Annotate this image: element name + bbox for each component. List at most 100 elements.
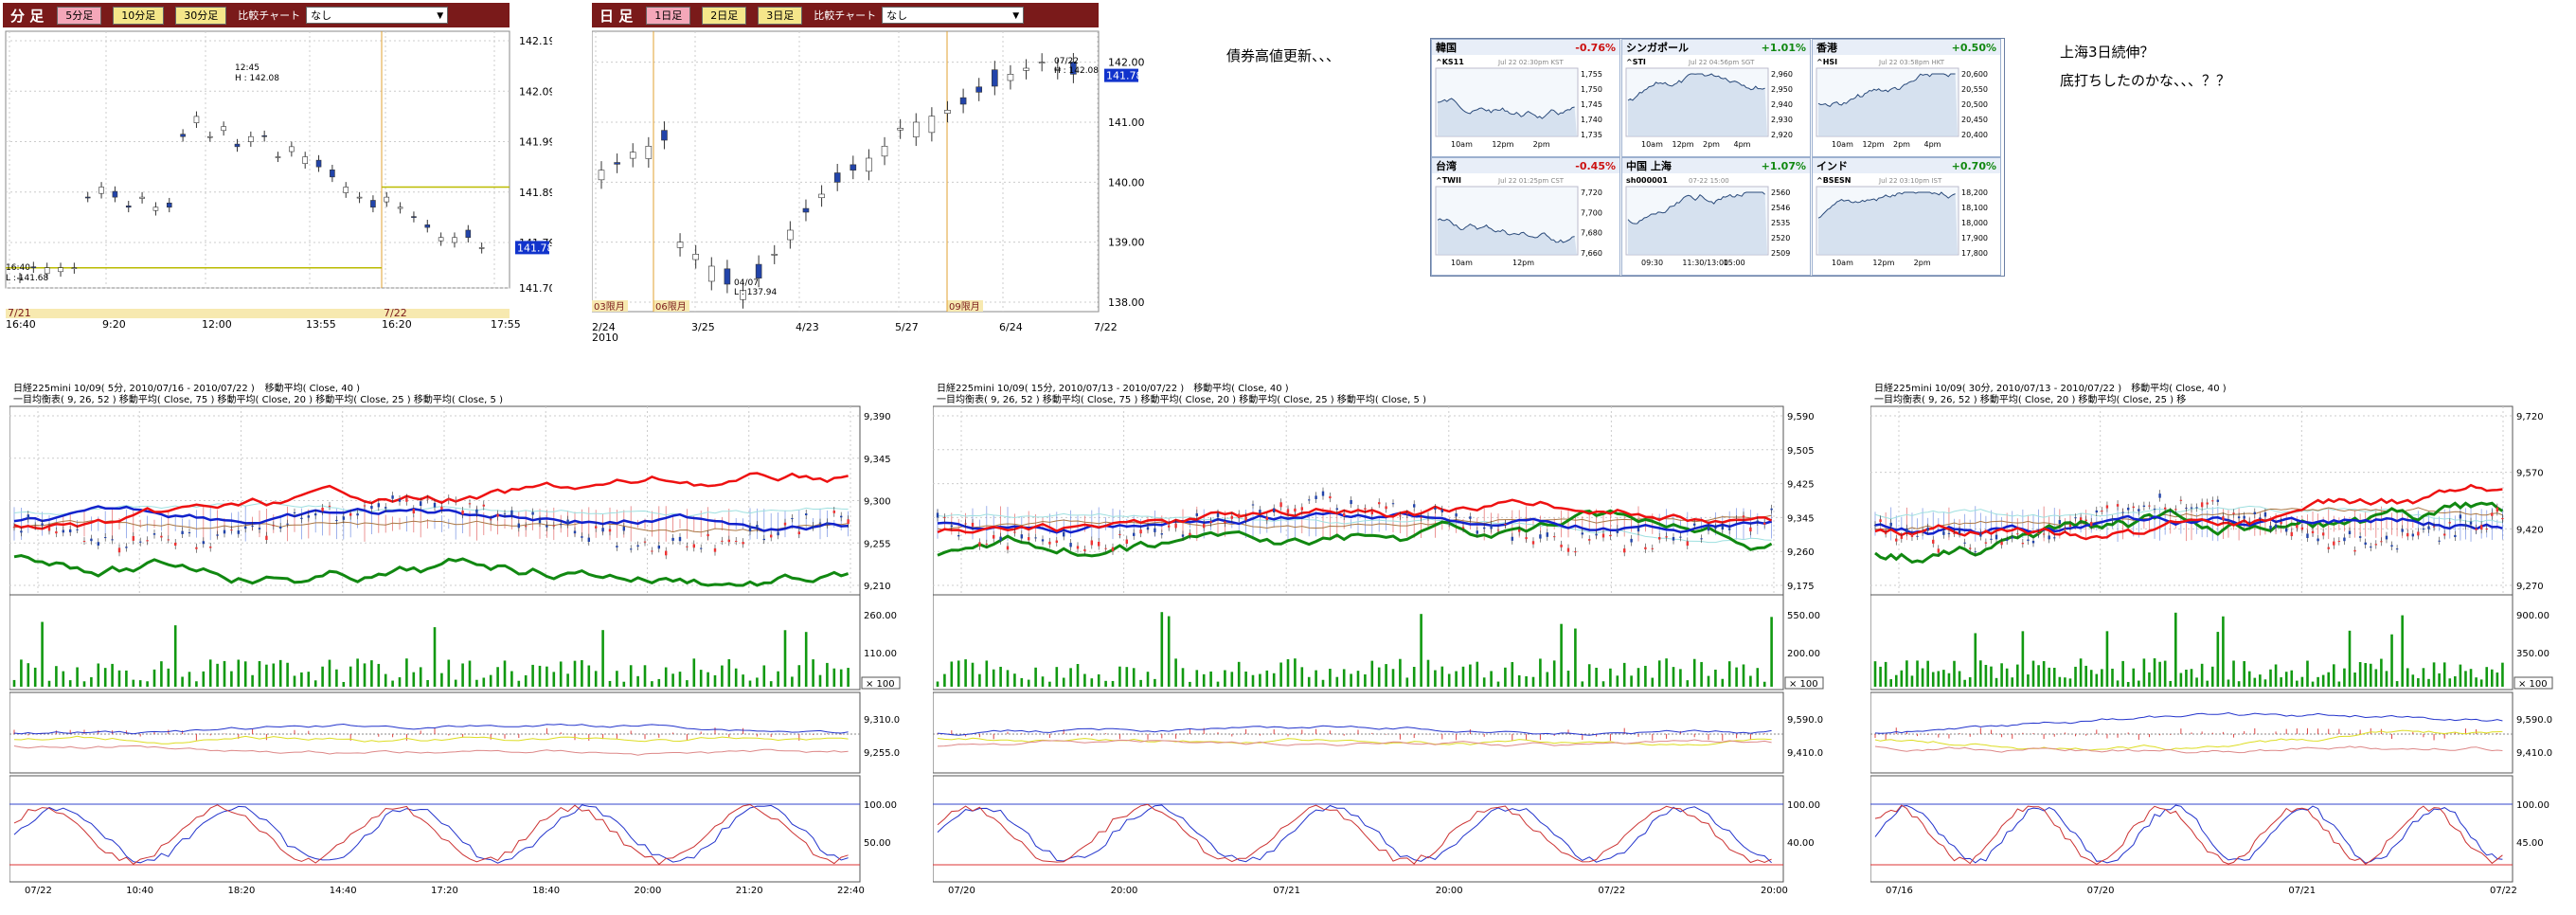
volume-bar [643,665,647,687]
volume-bar [1469,664,1472,687]
candle [1028,537,1030,541]
chart-title: 日経225mini 10/09( 15分, 2010/07/13 - 2010/… [937,382,1184,394]
stoch-line [937,803,1772,865]
candle [2222,516,2225,521]
candle [82,541,86,543]
volume-bar [1027,679,1030,687]
volume-bar [2105,631,2109,687]
candle [818,522,822,524]
candle [1195,512,1198,516]
x-tick: 18:40 [532,886,560,896]
candle [2496,507,2499,512]
volume-bar [1889,679,1892,687]
candle [1434,507,1437,511]
candle [1947,532,1951,534]
candle [265,535,268,541]
stoch-line [937,804,1772,864]
volume-bar [950,661,954,687]
y-tick-label: 141.70 [519,282,552,295]
volume-bar [517,680,521,687]
candle [2021,543,2025,545]
candle [1273,508,1276,513]
candle [2031,540,2035,544]
candle [1329,495,1332,499]
volume-bar [985,660,989,687]
contract-mark: 09限月 [949,301,980,313]
volume-bar [2232,660,2235,687]
market-time: 07-22 15:00 [1689,177,1729,185]
volume-bar [1139,679,1142,687]
candle [552,525,555,527]
daily-compare-select[interactable]: なし ▼ [882,7,1025,24]
market-x-tick: 12pm [1872,259,1894,267]
moving-average-line [937,512,1772,544]
candle [1174,523,1177,529]
market-cell[interactable]: 香港 +0.50% ^HSI Jul 22 03:58pm HKT 20,600 20,5… [1812,39,2001,157]
interval-1day-button[interactable]: 1日足 [646,6,691,25]
market-change: -0.76% [1575,41,1616,54]
market-change: +1.01% [1761,41,1806,54]
volume-bar [1727,661,1731,687]
market-cell[interactable]: 中国 上海 +1.07% sh000001 07-22 15:00 2560 2546 25… [1621,157,1811,276]
market-cell[interactable]: インド +0.70% ^BSESN Jul 22 03:10pm IST 18,200 1… [1812,157,2001,276]
interval-3day-button[interactable]: 3日足 [758,6,803,25]
volume-bar [721,665,724,687]
legend-label: 移動平均( Close, 40 ) [2131,382,2227,394]
volume-bar [2333,664,2335,687]
candle [978,542,981,547]
candle [286,523,289,525]
market-cell[interactable]: シンガポール +1.01% ^STI Jul 22 04:56pm SGT 2,960 2… [1621,39,1811,157]
volume-bar [328,659,331,687]
x-tick: 07/21 [2288,886,2316,896]
market-x-tick: 12pm [1863,140,1885,149]
volume-bar [1609,668,1612,687]
price-tick: 9,255 [864,539,891,549]
candle [1995,534,1998,540]
stoch-tick: 40.00 [1787,838,1815,849]
candle [2179,499,2183,501]
macd-line [1874,729,2503,751]
market-cell[interactable]: 韓国 -0.76% ^KS11 Jul 22 02:30pm KST 1,755 1,75… [1431,39,1620,157]
market-x-tick: 10am [1641,140,1663,149]
candle [1889,522,1892,527]
market-time: Jul 22 03:58pm HKT [1878,59,1945,66]
compare-chart-select[interactable]: なし ▼ [306,7,449,24]
candle [2037,532,2040,534]
candle [447,498,450,501]
volume-bar [1342,669,1346,687]
volume-bar [2269,669,2272,687]
candle [465,229,472,239]
candle [2253,511,2256,514]
candle [244,526,247,529]
interval-30min-button[interactable]: 30分足 [175,6,227,25]
candle [221,126,226,132]
candle [20,530,23,533]
last-price-value: 141.78 [517,242,552,254]
volume-bar [2327,672,2331,687]
market-y-tick: 7,700 [1581,208,1602,217]
candle [826,522,829,525]
candle [356,512,359,516]
volume-bar [1104,680,1107,687]
candle [2048,535,2050,540]
y-tick-label: 139.00 [1108,237,1145,249]
interval-2day-button[interactable]: 2日足 [702,6,747,25]
candle [2333,541,2335,546]
candle [1700,538,1703,540]
chevron-down-icon: ▼ [437,11,444,21]
market-cell[interactable]: 台湾 -0.45% ^TWII Jul 22 01:25pm CST 7,720 7,70… [1431,157,1620,276]
interval-10min-button[interactable]: 10分足 [113,6,165,25]
volume-bar [1714,669,1717,687]
high-note-value: H : 142.08 [1054,66,1099,76]
volume-bar [1069,668,1072,687]
volume-bar [1665,658,1668,687]
stoch-line [1874,804,2503,866]
volume-bar [2417,678,2420,687]
interval-5min-button[interactable]: 5分足 [57,6,102,25]
volume-bar [2401,615,2404,687]
legend-label: 移動平均( Close, 40 ) [265,382,361,394]
market-y-tick: 1,750 [1581,85,1602,94]
x-tick: 20:00 [1436,886,1463,896]
macd-line [937,737,1772,746]
volume-bar [1020,677,1024,687]
